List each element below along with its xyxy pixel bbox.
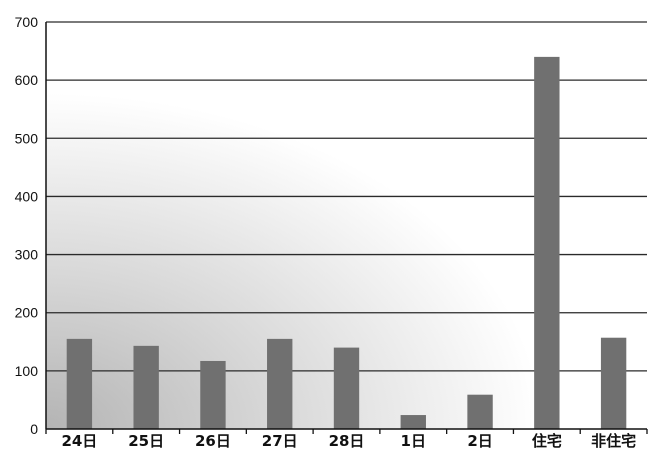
bar	[334, 348, 359, 429]
y-tick-label: 500	[15, 130, 39, 146]
y-tick-label: 200	[15, 305, 39, 321]
x-category-label: 26日	[195, 432, 231, 450]
y-tick-label: 400	[15, 188, 39, 204]
bar	[267, 339, 292, 429]
bar	[67, 339, 92, 429]
x-category-label: 25日	[128, 432, 164, 450]
bar	[467, 395, 492, 429]
x-category-label: 28日	[329, 432, 365, 450]
bar	[401, 415, 426, 429]
x-category-label: 2日	[467, 432, 492, 450]
bar	[133, 346, 158, 429]
bar	[601, 338, 626, 429]
x-category-label: 住宅	[532, 432, 562, 450]
x-category-label: 27日	[262, 432, 298, 450]
bar	[200, 361, 225, 429]
y-tick-label: 100	[15, 363, 39, 379]
x-axis-category-labels: 24日 25日 26日 27日 28日 1日 2日 住宅 非住宅	[61, 432, 636, 450]
y-tick-label: 300	[15, 247, 39, 263]
bar	[534, 57, 559, 429]
y-tick-label: 600	[15, 72, 39, 88]
x-category-label: 24日	[61, 432, 97, 450]
x-category-label: 非住宅	[591, 432, 636, 450]
y-tick-label: 0	[30, 421, 38, 437]
x-category-label: 1日	[401, 432, 426, 450]
y-axis-tick-labels: 0 100 200 300 400 500 600 700	[15, 14, 39, 437]
y-tick-label: 700	[15, 14, 39, 30]
